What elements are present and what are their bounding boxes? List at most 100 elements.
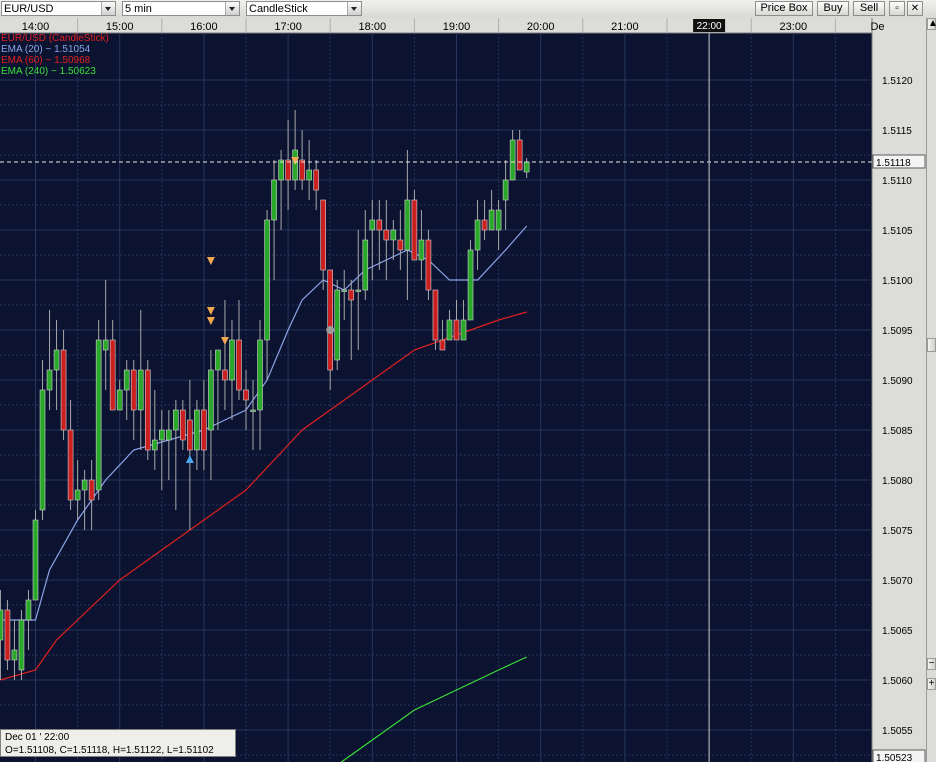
price-axis-label: 1.5115 xyxy=(882,126,912,137)
candle-bull xyxy=(18,619,25,671)
minimize-icon[interactable]: ▫ xyxy=(889,1,905,16)
current-price-label: 1.51118 xyxy=(876,158,911,169)
candle-bear xyxy=(109,339,116,411)
candle-bear xyxy=(348,289,355,301)
timeframe-select[interactable]: 5 min xyxy=(122,1,240,16)
candle-bull xyxy=(102,339,109,351)
candle-bull xyxy=(264,219,270,341)
candle-bull xyxy=(229,339,235,381)
candle-bull xyxy=(11,649,18,661)
cursor-price-label: 1.50523 xyxy=(876,753,913,762)
candle-bull xyxy=(488,209,495,231)
candle-bull xyxy=(467,249,474,321)
vertical-scrollbar[interactable]: ▲ − + xyxy=(926,18,936,762)
chevron-down-icon[interactable] xyxy=(101,2,115,15)
time-axis-label: 14:00 xyxy=(22,21,50,33)
price-axis-label: 1.5120 xyxy=(882,76,913,87)
candle-bear xyxy=(144,369,151,451)
zoom-out-icon[interactable]: − xyxy=(927,658,936,670)
candle-bear xyxy=(383,229,390,241)
signal-marker xyxy=(326,326,335,334)
info-date: Dec 01 ' 22:00 xyxy=(5,732,70,743)
price-axis-label: 1.5100 xyxy=(882,276,913,287)
candle-bear xyxy=(285,159,291,181)
candle-bull xyxy=(123,369,130,391)
candle-bull xyxy=(116,389,123,411)
candle-bear xyxy=(243,389,249,401)
candle-bear xyxy=(88,479,95,501)
candle-bear xyxy=(516,139,523,171)
candle-bear xyxy=(236,339,242,391)
candle-bull xyxy=(46,369,53,391)
candle-bear xyxy=(313,169,319,191)
zoom-in-icon[interactable]: + xyxy=(927,678,936,690)
ema-line xyxy=(340,656,527,762)
candle-bull xyxy=(334,289,341,361)
candle-bear xyxy=(60,349,67,431)
candle-bull xyxy=(523,161,530,173)
price-axis-label: 1.5085 xyxy=(882,426,913,437)
price-axis-label: 1.5065 xyxy=(882,626,913,637)
chart-toolbar: EUR/USD 5 min CandleStick Price Box Buy … xyxy=(0,0,936,19)
cursor-price-box xyxy=(872,749,926,762)
candle-bull xyxy=(81,479,88,491)
candle-bull xyxy=(418,239,425,261)
buy-button[interactable]: Buy xyxy=(817,1,849,16)
scroll-up-icon[interactable]: ▲ xyxy=(927,18,936,30)
candle-bear xyxy=(453,319,460,341)
time-axis-label: 17:00 xyxy=(274,21,302,33)
candle-bear xyxy=(4,609,11,661)
candle-bull xyxy=(25,599,32,621)
candle-bull xyxy=(194,409,200,451)
candle-bull xyxy=(166,429,172,441)
sell-signal-marker xyxy=(220,337,229,345)
candle-bear xyxy=(67,429,74,501)
candle-bull xyxy=(257,339,263,411)
chevron-down-icon[interactable] xyxy=(225,2,239,15)
chart-canvas[interactable]: 14:00 15:00 16:00 17:00 18:00 19:00 20:00 21:00… xyxy=(0,18,926,762)
chart-type-value: CandleStick xyxy=(249,3,308,15)
price-axis-label: 1.5105 xyxy=(882,226,913,237)
price-axis-label: 1.5095 xyxy=(882,326,913,337)
scroll-thumb[interactable] xyxy=(927,338,936,352)
candle-bull xyxy=(495,209,502,231)
sell-signal-marker xyxy=(206,257,215,265)
cursor-time-label: 22:00 xyxy=(697,21,722,32)
time-axis-header xyxy=(0,18,872,33)
time-axis-label: 15:00 xyxy=(106,21,134,33)
candle-bull xyxy=(159,429,165,441)
sell-signal-marker xyxy=(291,157,300,165)
candle-bull xyxy=(341,289,348,292)
candle-bull xyxy=(404,199,411,251)
legend-entry: EMA (60) ~ 1.50968 xyxy=(1,55,91,66)
sell-signal-marker xyxy=(206,317,215,325)
candle-bear xyxy=(376,219,383,231)
candle-bull xyxy=(446,319,453,341)
price-box-button[interactable]: Price Box xyxy=(755,1,813,16)
candle-bull xyxy=(173,409,179,431)
candle-bull xyxy=(0,609,4,641)
candle-bear xyxy=(187,419,193,451)
price-axis-label: 1.5080 xyxy=(882,476,913,487)
candle-bear xyxy=(222,369,228,381)
symbol-value: EUR/USD xyxy=(4,3,54,15)
chart-type-select[interactable]: CandleStick xyxy=(246,1,362,16)
sell-button[interactable]: Sell xyxy=(853,1,885,16)
candle-bull xyxy=(355,289,362,292)
buy-signal-marker xyxy=(185,455,194,463)
time-axis-label: De xyxy=(870,21,884,33)
close-icon[interactable]: ✕ xyxy=(907,1,923,16)
cursor-time-box xyxy=(693,19,726,32)
candle-bull xyxy=(53,349,60,371)
candle-bear xyxy=(320,199,326,271)
candle-bull xyxy=(306,169,312,181)
candle-bull xyxy=(250,409,256,412)
symbol-select[interactable]: EUR/USD xyxy=(1,1,116,16)
candle-bear xyxy=(299,159,305,181)
price-axis-label: 1.5070 xyxy=(882,576,913,587)
candle-bear xyxy=(130,369,137,411)
candle-bull xyxy=(137,369,144,411)
chevron-down-icon[interactable] xyxy=(347,2,361,15)
candle-bull xyxy=(390,229,397,241)
candle-bull xyxy=(39,389,46,511)
